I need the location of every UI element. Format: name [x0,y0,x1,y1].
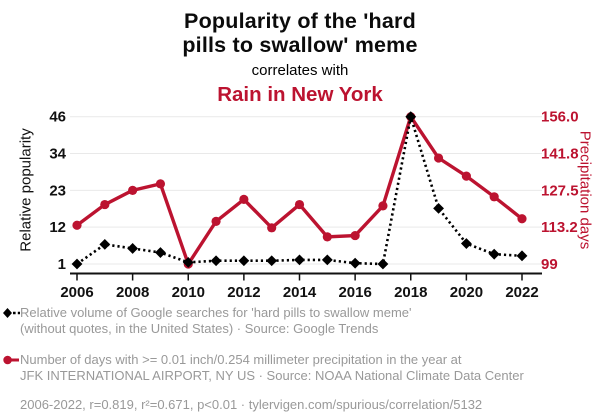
right-axis-tick-label: 113.2 [541,219,578,236]
rain-series-marker-icon [3,354,20,366]
meme-searches-point [460,238,472,249]
jfk-precipitation-point [211,216,221,226]
legend-rain-text: Number of days with >= 0.01 inch/0.254 m… [20,352,595,384]
left-axis-tick-label: 23 [49,182,66,199]
jfk-precipitation-point [517,214,527,224]
chart-area: 1 99 12 113.2 23 127.5 34 141.8 46 156.0 2006 2008 2… [0,104,600,304]
left-axis-tick-label: 46 [49,109,66,126]
left-axis-title: Relative popularity [17,128,35,252]
meme-searches-point [294,254,305,266]
meme-searches-point [433,202,444,214]
meme-searches-point [238,255,250,267]
meme-searches-point [377,258,389,270]
jfk-precipitation-point [100,199,110,210]
chart-title-line1: Popularity of the 'hard [184,9,416,33]
left-axis-tick-label: 12 [49,219,66,236]
jfk-precipitation-point [72,220,82,230]
meme-searches-point [349,257,361,269]
x-axis-tick-label: 2022 [505,284,538,301]
jfk-precipitation-point [350,230,360,241]
header: Popularity of the 'hard pills to swallow… [0,0,600,106]
meme-searches-point [182,256,194,268]
legend-rain-line2: JFK INTERNATIONAL AIRPORT, NY US · Sourc… [20,368,524,383]
x-axis-tick-label: 2020 [450,284,483,301]
jfk-precipitation-point [239,194,249,204]
meme-searches-point [488,248,500,260]
legend-item-rain: Number of days with >= 0.01 inch/0.254 m… [3,352,595,384]
chart-plot: 1 99 12 113.2 23 127.5 34 141.8 46 156.0 2006 2008 2… [49,109,579,301]
legend-meme-text: Relative volume of Google searches for '… [20,305,595,337]
meme-searches-point [405,111,417,123]
left-axis-tick-label: 1 [58,256,66,273]
meme-searches-point [99,238,111,250]
jfk-precipitation-point [489,192,499,202]
footer-stats: 2006-2022, r=0.819, r²=0.671, p<0.01 · t… [20,397,483,412]
x-axis-tick-label: 2018 [394,284,427,301]
legend-meme-line2: (without quotes, in the United States) ·… [20,321,379,336]
meme-searches-point [266,255,278,267]
meme-searches-point [321,254,333,266]
right-axis-tick-label: 127.5 [541,182,579,199]
meme-series-marker-icon [3,307,20,319]
correlate-title: Rain in New York [217,83,383,106]
left-axis-tick-label: 34 [49,146,66,163]
jfk-precipitation-point [461,171,471,181]
x-axis-tick-label: 2012 [227,284,260,301]
x-axis-tick-label: 2016 [338,284,371,301]
x-axis-tick-label: 2010 [172,284,205,301]
meme-searches-point [516,250,528,262]
x-axis-tick-label: 2008 [116,284,149,301]
jfk-precipitation-point [128,185,138,195]
meme-searches-point [210,255,222,267]
jfk-precipitation-point [294,199,305,210]
jfk-precipitation-point [378,201,388,211]
legend: Relative volume of Google searches for '… [3,305,595,413]
legend-meme-line1: Relative volume of Google searches for '… [20,305,412,320]
x-axis-tick-label: 2006 [60,284,93,301]
meme-searches-point [155,247,166,258]
chart-title-line2: pills to swallow' meme [182,33,418,57]
meme-searches-point [127,243,139,254]
x-axis-tick-label: 2014 [283,284,317,301]
jfk-precipitation-point [267,223,277,233]
right-axis-tick-label: 141.8 [541,146,579,163]
correlates-with-label: correlates with [251,62,349,79]
legend-rain-line1: Number of days with >= 0.01 inch/0.254 m… [20,352,462,367]
jfk-precipitation-point [155,179,166,189]
right-axis-tick-label: 156.0 [541,109,579,126]
legend-item-meme: Relative volume of Google searches for '… [3,305,595,337]
jfk-precipitation-point [433,153,444,163]
right-axis-title: Precipitation days [576,130,594,250]
right-axis-tick-label: 99 [541,256,558,273]
jfk-precipitation-point [322,232,332,242]
